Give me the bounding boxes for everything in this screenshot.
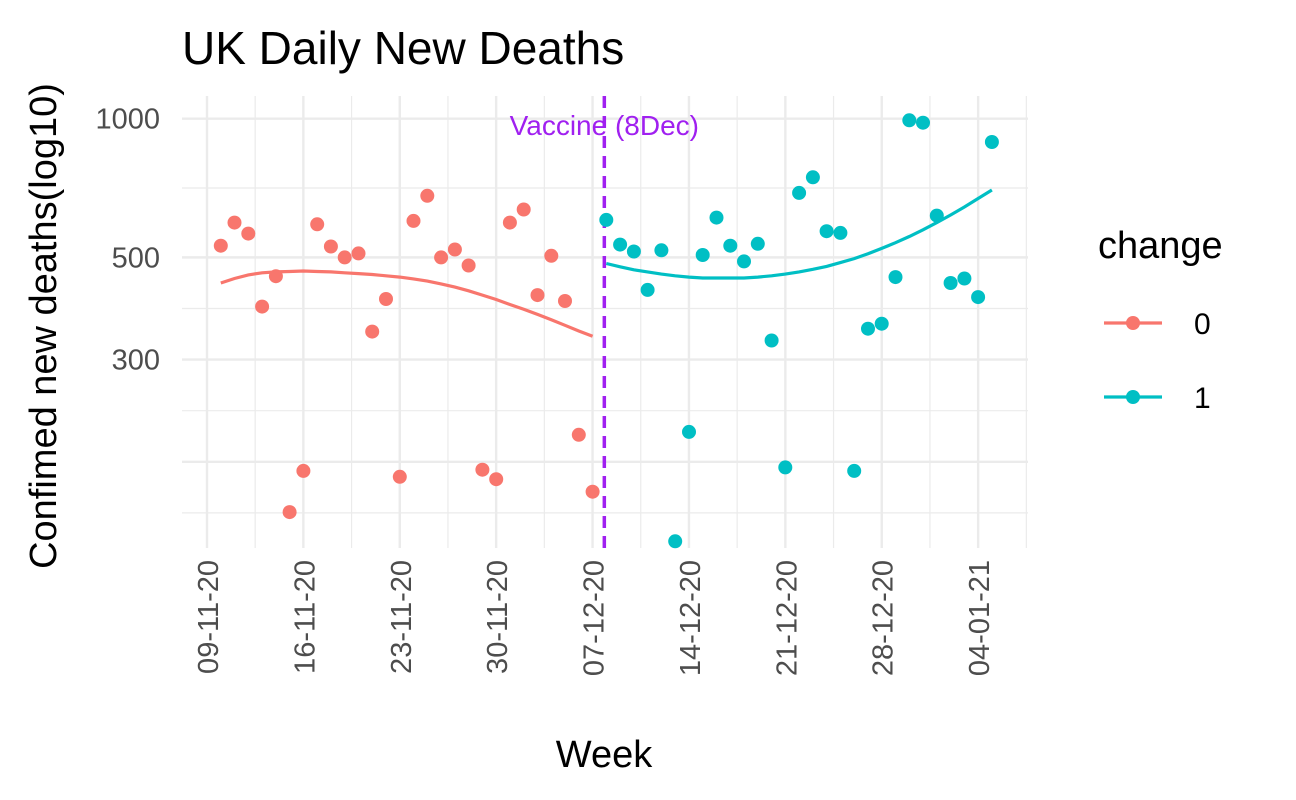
point-series-0: [461, 258, 476, 273]
vaccine-annotation: Vaccine (8Dec): [510, 96, 699, 548]
y-tick-label: 300: [112, 345, 160, 377]
x-tick-label: 30-11-20: [482, 560, 514, 674]
point-series-1: [640, 282, 655, 297]
trend-lines: [220, 188, 993, 338]
x-tick-label: 23-11-20: [386, 560, 418, 674]
point-series-1: [861, 321, 875, 336]
point-series-1: [984, 135, 999, 149]
legend-item-1: 1: [1104, 382, 1211, 415]
point-series-0: [241, 226, 256, 241]
point-series-1: [723, 238, 738, 253]
point-series-0: [447, 242, 462, 257]
x-tick-label: 14-12-20: [675, 560, 707, 676]
y-axis-title: Confimed new deaths(log10): [23, 83, 65, 569]
point-series-1: [792, 185, 807, 200]
point-series-1: [613, 237, 628, 252]
x-tick-label: 09-11-20: [193, 560, 225, 674]
point-series-0: [310, 217, 325, 232]
point-series-0: [585, 484, 600, 499]
point-series-0: [530, 288, 545, 303]
x-tick-label: 07-12-20: [579, 560, 611, 676]
point-series-0: [516, 202, 531, 217]
point-series-1: [778, 460, 793, 475]
legend-title: change: [1098, 225, 1223, 267]
y-tick-label: 1000: [95, 104, 160, 136]
point-series-1: [902, 113, 917, 128]
grid: [182, 96, 1028, 548]
point-series-0: [379, 292, 393, 306]
point-series-1: [709, 210, 724, 225]
point-series-1: [971, 290, 986, 305]
point-series-1: [695, 248, 710, 262]
point-series-0: [323, 239, 338, 254]
point-series-0: [434, 250, 449, 265]
point-series-0: [502, 215, 517, 230]
legend-key-point: [1126, 316, 1140, 330]
point-series-1: [874, 316, 889, 331]
point-series-0: [406, 213, 421, 228]
chart-title: UK Daily New Deaths: [182, 22, 624, 74]
point-series-0: [255, 299, 270, 314]
point-series-0: [365, 324, 380, 339]
point-series-1: [654, 243, 669, 258]
point-series-1: [626, 244, 641, 259]
point-series-1: [943, 276, 958, 290]
point-series-1: [957, 271, 972, 286]
point-series-0: [571, 427, 586, 442]
data-points: [213, 113, 999, 549]
point-series-0: [268, 269, 283, 284]
point-series-1: [668, 534, 683, 549]
legend-key-point: [1126, 390, 1140, 404]
y-tick-label: 500: [112, 242, 160, 274]
legend-label: 1: [1194, 382, 1211, 415]
trend-line-1: [605, 188, 993, 280]
point-series-0: [282, 505, 297, 520]
legend-label: 0: [1194, 308, 1211, 341]
point-series-1: [682, 424, 696, 439]
x-axis-title: Week: [556, 734, 653, 776]
point-series-0: [213, 238, 228, 253]
point-series-1: [929, 208, 944, 223]
point-series-1: [833, 225, 848, 240]
point-series-1: [819, 224, 834, 239]
vaccine-label: Vaccine (8Dec): [510, 110, 699, 141]
x-tick-labels: 09-11-20 16-11-20 23-11-20 30-11-20 07-12-20…: [193, 560, 996, 676]
point-series-0: [392, 469, 407, 484]
x-tick-label: 16-11-20: [289, 560, 321, 674]
x-tick-label: 04-01-21: [964, 560, 996, 676]
point-series-0: [558, 294, 572, 308]
point-series-1: [916, 115, 930, 130]
point-series-0: [475, 462, 490, 477]
point-series-1: [764, 333, 779, 348]
point-series-1: [805, 170, 820, 185]
point-series-1: [737, 254, 751, 269]
point-series-1: [599, 212, 614, 227]
point-series-1: [888, 270, 903, 285]
point-series-0: [420, 188, 435, 203]
point-series-0: [489, 472, 504, 487]
point-series-0: [351, 246, 366, 261]
x-tick-label: 21-12-20: [771, 560, 803, 676]
x-tick-label: 28-12-20: [868, 560, 900, 676]
y-tick-labels: 300 500 1000: [95, 104, 160, 377]
point-series-1: [750, 236, 765, 251]
point-series-0: [296, 463, 311, 478]
point-series-1: [847, 463, 862, 478]
legend: change 01: [1098, 225, 1223, 415]
point-series-0: [227, 215, 242, 230]
trend-line-0: [220, 269, 594, 338]
point-series-0: [544, 248, 559, 263]
point-series-0: [337, 250, 352, 265]
legend-item-0: 0: [1104, 308, 1211, 341]
legend-entries: 01: [1104, 308, 1211, 415]
